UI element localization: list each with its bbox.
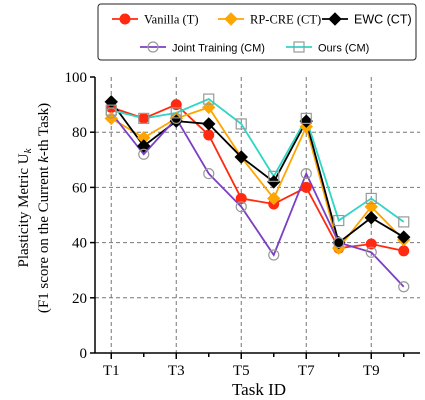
y-axis-label-line2-k: k — [36, 156, 52, 163]
data-point-ours-cm — [300, 112, 312, 125]
y-tick-label: 100 — [65, 70, 88, 86]
x-tick-label: T3 — [168, 363, 185, 379]
data-point-joint-training-cm — [138, 148, 150, 160]
data-point-vanilla-t — [300, 181, 312, 193]
data-point-rp-cre-ct — [267, 191, 281, 206]
data-point-ours-cm — [333, 214, 345, 227]
data-point-vanilla-t — [365, 238, 377, 250]
data-point-joint-training-cm — [365, 246, 377, 258]
legend: Vanilla (T) RP-CRE (CT) EWC (CT) Joint Trai… — [97, 3, 417, 61]
legend-marker — [293, 41, 305, 53]
x-axis-label: Task ID — [232, 380, 286, 399]
x-tick-label: T1 — [103, 363, 120, 379]
y-tick-label: 20 — [72, 291, 87, 307]
series-line-ewc-ct — [110, 101, 405, 245]
data-point-ewc-ct — [202, 117, 216, 131]
y-axis-label-line2-pre: (F1 score on the Current — [36, 163, 52, 313]
y-axis-label-subscript: k — [22, 147, 34, 153]
legend-label: Ours (CM) — [318, 43, 369, 55]
legend-entry-vanilla-t: Vanilla (T) — [112, 13, 199, 27]
data-point-joint-training-cm — [300, 168, 312, 180]
y-axis-label-text: Plasticity Metric U — [16, 153, 32, 267]
data-point-ours-cm — [105, 104, 117, 116]
data-point-vanilla-t — [203, 129, 215, 141]
legend-entry-joint-training-cm: Joint Training (CM) — [140, 41, 265, 55]
series-markers — [104, 93, 411, 293]
y-axis-label-line2: (F1 score on the Current k-th Task) — [36, 103, 52, 313]
legend-label: RP-CRE (CT) — [250, 13, 321, 27]
legend-entry-rp-cre-ct: RP-CRE (CT) — [218, 12, 321, 27]
series-line-vanilla-t — [110, 103, 404, 252]
series-line-joint-training-cm — [110, 112, 405, 288]
y-axis-label-line1: Plasticity Metric Uk — [16, 147, 34, 267]
data-point-joint-training-cm — [333, 237, 345, 249]
data-point-ewc-ct — [234, 150, 248, 164]
legend-marker — [328, 12, 342, 26]
data-point-ours-cm — [235, 118, 247, 130]
data-point-ours-cm — [365, 192, 377, 205]
series-line-ours-cm — [111, 98, 405, 223]
y-axis-label-line2-post: -th Task) — [36, 103, 52, 156]
x-tick-label: T7 — [298, 363, 315, 379]
data-point-joint-training-cm — [268, 249, 280, 261]
data-point-vanilla-t — [138, 112, 150, 124]
series-line-rp-cre-ct — [110, 106, 405, 251]
x-tick-label: T5 — [233, 363, 250, 379]
x-tick-label: T9 — [363, 363, 380, 379]
data-point-vanilla-t — [235, 192, 247, 204]
y-tick-label: 60 — [72, 180, 87, 196]
data-point-joint-training-cm — [203, 168, 215, 180]
data-point-ours-cm — [170, 107, 182, 119]
legend-label: Vanilla (T) — [144, 13, 199, 27]
data-point-vanilla-t — [398, 245, 410, 257]
legend-marker — [147, 41, 159, 53]
data-point-vanilla-t — [170, 99, 182, 111]
legend-marker — [119, 13, 131, 25]
legend-entry-ewc-ct: EWC (CT) — [322, 12, 412, 27]
data-point-ewc-ct — [364, 211, 378, 225]
data-point-joint-training-cm — [235, 201, 247, 213]
legend-marker — [224, 12, 238, 26]
data-point-ours-cm — [398, 216, 410, 228]
data-point-ours-cm — [268, 170, 280, 182]
data-point-ours-cm — [138, 112, 150, 125]
series-lines — [110, 98, 405, 288]
legend-label: Joint Training (CM) — [172, 43, 265, 55]
data-point-ours-cm — [203, 93, 215, 105]
legend-label: EWC (CT) — [354, 13, 412, 27]
data-point-ewc-ct — [397, 230, 411, 244]
axes: 0 20 40 60 80 100 T1 T3 T5 T7 T9 — [65, 70, 420, 379]
data-point-ewc-ct — [137, 139, 151, 153]
y-tick-label: 80 — [72, 125, 87, 141]
legend-entry-ours-cm: Ours (CM) — [286, 41, 369, 55]
y-tick-label: 0 — [80, 346, 88, 362]
data-point-ewc-ct — [299, 114, 313, 128]
plot-area: 0 20 40 60 80 100 T1 T3 T5 T7 T9 — [65, 70, 420, 379]
y-tick-label: 40 — [72, 236, 87, 252]
data-point-joint-training-cm — [398, 281, 410, 293]
